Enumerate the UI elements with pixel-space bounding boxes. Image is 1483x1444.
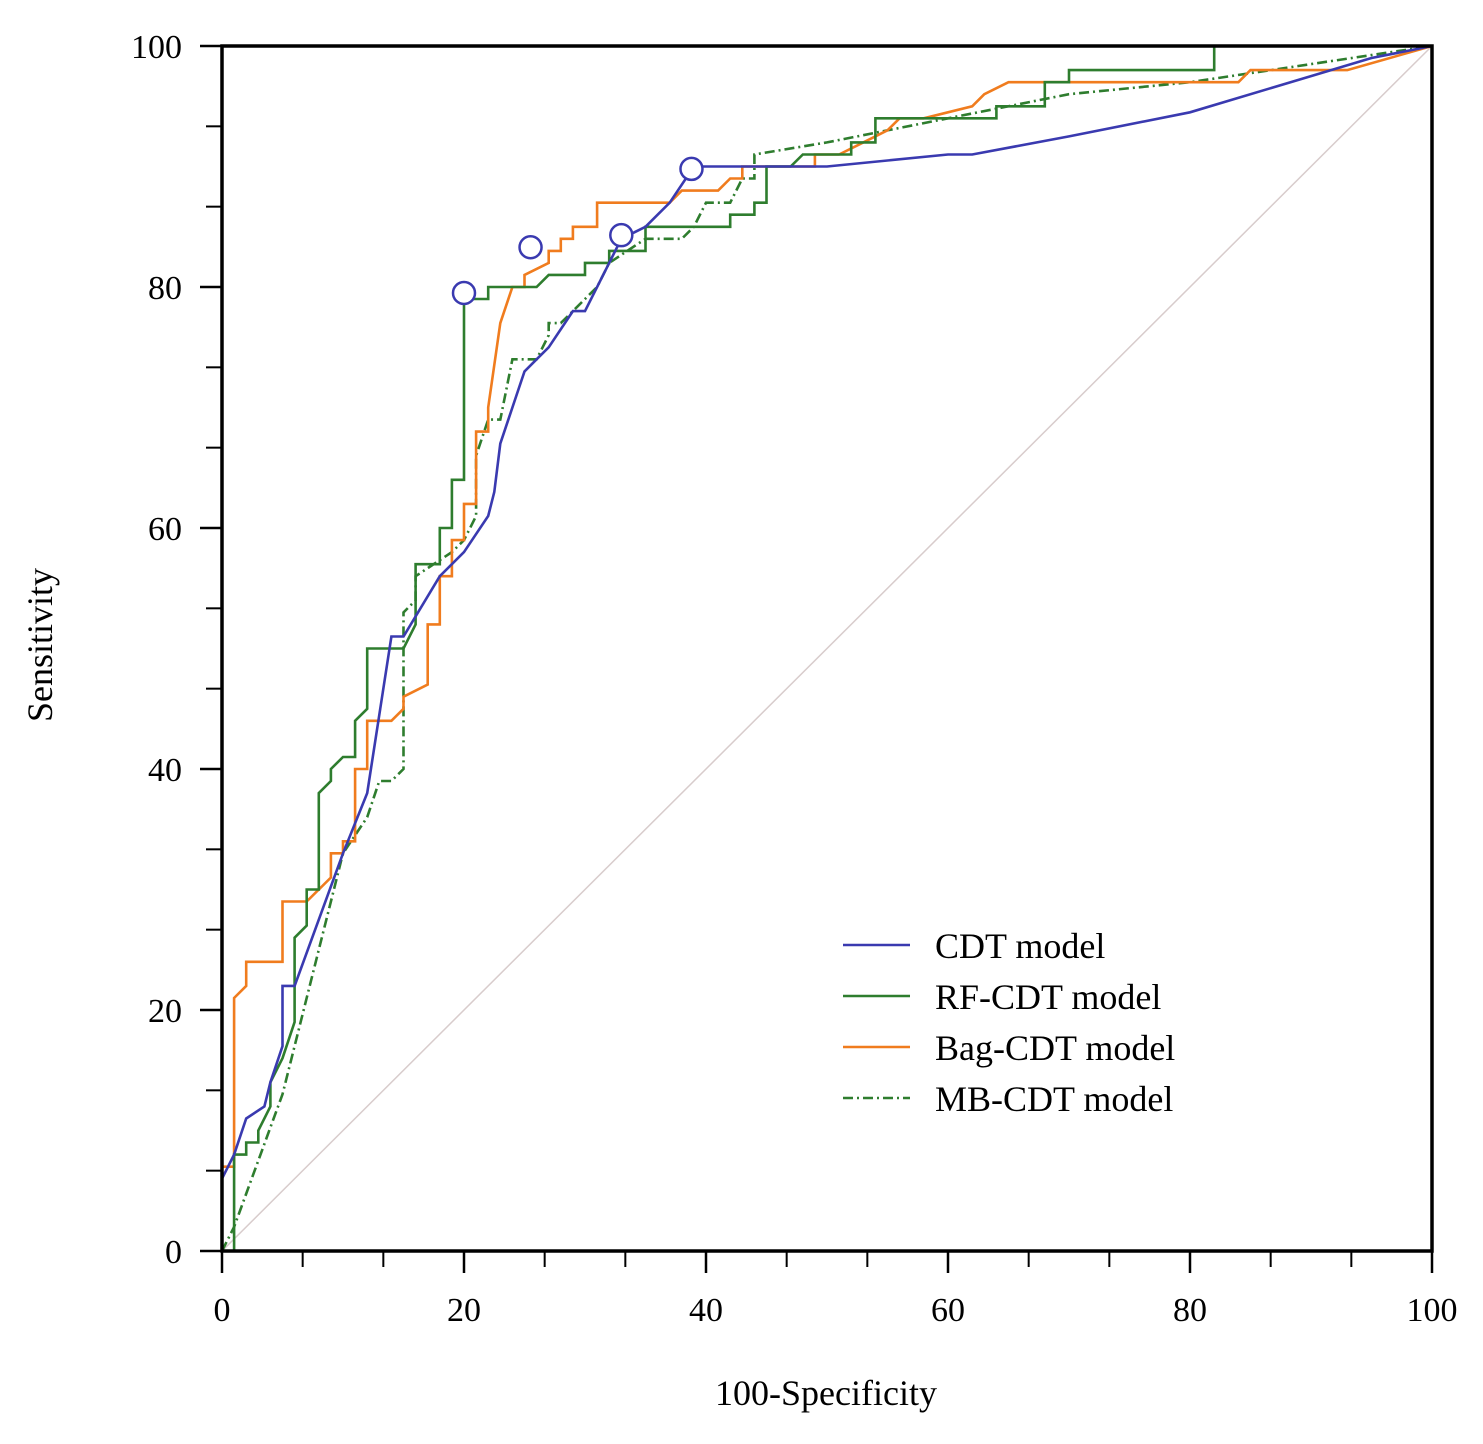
plot-frame xyxy=(220,44,1434,1253)
plot-area: 0 20 40 60 80 100 0 20 40 60 80 100 xyxy=(131,29,1458,1329)
y-tick-label: 40 xyxy=(148,752,182,789)
legend-entry: Bag-CDT model xyxy=(935,1028,1175,1068)
y-tick-label: 60 xyxy=(148,511,182,548)
cutoff-marker-2 xyxy=(518,234,543,260)
y-tick-label: 100 xyxy=(131,29,182,66)
x-tick-label: 0 xyxy=(214,1292,231,1329)
y-axis-title: Sensitivity xyxy=(20,568,60,722)
y-tick-label: 20 xyxy=(148,993,182,1030)
legend-entry: MB-CDT model xyxy=(935,1079,1173,1119)
x-tick-label: 40 xyxy=(689,1292,723,1329)
legend: CDT model RF-CDT model Bag-CDT model MB-CDT… xyxy=(843,926,1175,1119)
legend-entry: RF-CDT model xyxy=(935,977,1161,1017)
x-tick-label: 80 xyxy=(1173,1292,1207,1329)
series-line-mb-cdt-model xyxy=(220,44,1433,1252)
cutoff-marker-4 xyxy=(679,156,704,182)
x-axis-title: 100-Specificity xyxy=(715,1373,937,1413)
y-tick-label: 80 xyxy=(148,270,182,307)
series-line-rf-cdt-model xyxy=(222,44,1432,1253)
x-tick-label: 100 xyxy=(1407,1292,1458,1329)
series-line-cdt-model xyxy=(220,44,1433,1251)
x-tick-label: 60 xyxy=(931,1292,965,1329)
cutoff-marker-1 xyxy=(451,280,477,306)
reference-diagonal xyxy=(221,45,1433,1252)
cutoff-marker-3 xyxy=(609,222,634,248)
y-tick-label: 0 xyxy=(165,1234,182,1271)
series-line-bag-cdt-model xyxy=(220,44,1433,1251)
legend-entry: CDT model xyxy=(935,926,1105,966)
x-tick-label: 20 xyxy=(447,1292,481,1329)
